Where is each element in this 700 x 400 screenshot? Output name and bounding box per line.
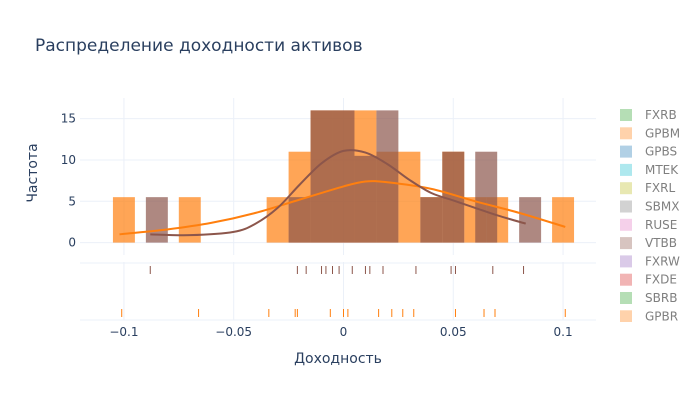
legend-label[interactable]: RUSE [645,218,677,232]
legend-label[interactable]: GPBS [645,145,677,159]
histogram-bar-vtbb [420,197,443,243]
legend-swatch[interactable] [620,273,632,286]
y-tick-label: 15 [61,112,76,126]
legend[interactable]: FXRB GPBM GPBS MTEK FXRL SBMX RUSE VTBB FXRW FXDE… [620,108,680,323]
histogram-bar-gpbm [398,151,421,243]
histogram-bar-gpbm [178,197,201,243]
x-tick-label: 0.1 [554,325,573,339]
legend-swatch[interactable] [620,292,632,304]
x-tick-label: −0.05 [215,325,252,339]
kde-line-gpbm [119,180,566,236]
x-tick-label: −0.1 [109,325,138,339]
x-tick-label: 0 [340,325,348,339]
legend-label[interactable]: GPBR [645,309,678,323]
histogram-bar-vtbb [519,197,542,243]
chart-title: Распределение доходности активов [35,36,363,56]
legend-label[interactable]: FXRW [645,254,680,268]
histogram-bar-vtbb [288,197,311,243]
rug-marks [121,266,566,317]
x-axis-ticks: −0.1 −0.05 0 0.05 0.1 [109,325,572,339]
x-tick-label: 0.05 [440,325,467,339]
legend-label[interactable]: SBMX [645,200,679,214]
legend-swatch[interactable] [620,145,632,158]
legend-swatch[interactable] [620,163,632,176]
legend-swatch[interactable] [620,127,632,140]
y-axis-title: Частота [25,143,41,202]
legend-swatch[interactable] [620,310,632,322]
legend-label[interactable]: SBRB [645,291,677,305]
legend-label[interactable]: GPBM [645,126,680,140]
y-tick-label: 10 [61,153,76,167]
legend-label[interactable]: FXDE [645,273,677,287]
legend-swatch[interactable] [620,255,632,268]
histogram-bar-vtbb [442,151,465,243]
histogram-bar-gpbm [552,197,575,243]
kde-curves [119,149,566,237]
histogram-bar-vtbb [475,151,498,243]
kde-line-vtbb [150,149,527,237]
histogram-bar-vtbb [310,110,333,243]
y-axis-ticks: 0 5 10 15 [61,112,76,250]
histogram-bar-vtbb [376,110,399,243]
legend-label[interactable]: VTBB [645,236,677,250]
legend-swatch[interactable] [620,237,632,250]
legend-swatch[interactable] [620,218,632,231]
x-axis-title: Доходность [294,351,382,367]
legend-swatch[interactable] [620,200,632,213]
y-tick-label: 5 [68,194,76,208]
legend-swatch[interactable] [620,182,632,195]
legend-label[interactable]: FXRB [645,108,677,122]
histogram-bar-gpbm [112,197,135,243]
legend-swatch[interactable] [620,109,632,121]
legend-label[interactable]: FXRL [645,181,675,195]
histogram-bar-vtbb [332,110,355,243]
histogram-bar-vtbb [354,155,377,243]
legend-label[interactable]: MTEK [645,163,679,177]
histogram-bars [112,110,575,243]
y-tick-label: 0 [68,236,76,250]
